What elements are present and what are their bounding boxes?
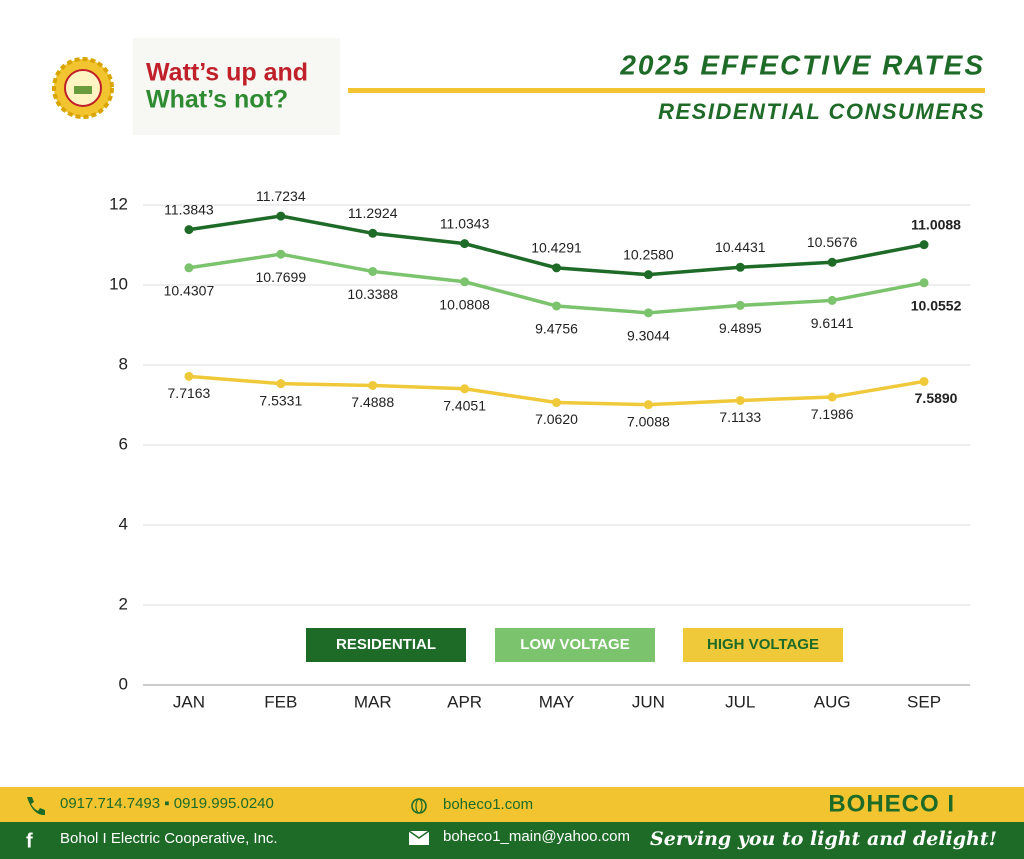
plot: 0 2 4 6 8 10 12 JAN FEB MAR APR MAY JUN JUL AUG SEP 11.3…: [109, 188, 970, 711]
value-label: 7.5331: [259, 392, 302, 408]
data-point: [919, 240, 929, 250]
data-point: [276, 379, 286, 389]
data-point: [276, 211, 286, 221]
data-point: [368, 380, 378, 390]
value-label: 7.5890: [915, 390, 958, 406]
legend-swatch: [495, 628, 655, 662]
value-label: 11.0088: [911, 216, 961, 232]
tagline: Serving you to light and delight!: [650, 828, 997, 850]
x-tick-label: JAN: [173, 692, 205, 711]
data-point: [460, 384, 470, 394]
facebook-icon: f: [26, 830, 33, 852]
data-point: [735, 300, 745, 310]
brand: BOHECO I: [828, 790, 955, 817]
data-point: [276, 249, 286, 259]
data-point: [184, 225, 194, 235]
value-label: 10.0808: [439, 296, 490, 312]
legend-label: LOW VOLTAGE: [520, 636, 629, 653]
value-label: 11.7234: [256, 188, 306, 204]
phone-icon: [27, 797, 45, 816]
x-tick-label: JUN: [632, 692, 665, 711]
y-tick-label: 0: [119, 674, 128, 693]
company: Bohol I Electric Cooperative, Inc.: [60, 830, 278, 847]
data-point: [460, 277, 470, 287]
value-label: 9.4756: [535, 321, 578, 337]
value-label: 10.4307: [164, 282, 215, 298]
logo-line2: What’s not?: [146, 86, 288, 114]
value-label: 10.0552: [911, 297, 962, 313]
data-point: [184, 263, 194, 273]
email: boheco1_main@yahoo.com: [443, 828, 630, 845]
x-tick-label: APR: [447, 692, 482, 711]
title: 2025 EFFECTIVE RATES: [619, 49, 985, 80]
data-point: [827, 257, 837, 267]
data-point: [827, 295, 837, 305]
y-tick-label: 2: [119, 594, 128, 613]
x-tick-label: MAY: [539, 692, 575, 711]
value-label: 10.3388: [347, 286, 398, 302]
value-label: 7.0088: [627, 413, 670, 429]
mail-icon-flap: [408, 830, 430, 839]
phones: 0917.714.7493 ▪ 0919.995.0240: [60, 795, 274, 812]
data-point: [552, 301, 561, 311]
value-label: 11.2924: [348, 205, 398, 221]
value-label: 10.5676: [807, 234, 858, 250]
value-label: 9.3044: [627, 328, 670, 344]
value-label: 10.2580: [623, 246, 674, 262]
x-tick-label: FEB: [264, 692, 297, 711]
web-icon-meridian: [415, 798, 423, 814]
value-label: 11.3843: [164, 201, 214, 217]
data-point: [919, 278, 929, 288]
logo-line1: Watt’s up and: [146, 59, 308, 87]
footer-top: [0, 787, 1024, 823]
coop-logo: [52, 57, 114, 119]
data-point: [735, 395, 745, 405]
data-point: [552, 263, 561, 273]
data-point: [643, 400, 653, 410]
data-point: [827, 392, 837, 402]
logo-scene: [74, 86, 92, 94]
y-tick-label: 8: [119, 354, 128, 373]
value-label: 7.1986: [811, 406, 854, 422]
x-tick-label: JUL: [725, 692, 755, 711]
data-point: [643, 308, 653, 318]
data-point: [919, 376, 929, 386]
data-point: [368, 266, 378, 276]
x-tick-label: MAR: [354, 692, 392, 711]
x-tick-label: SEP: [907, 692, 941, 711]
value-label: 10.4431: [715, 239, 766, 255]
data-point: [643, 270, 653, 280]
value-label: 7.7163: [168, 385, 211, 401]
value-label: 11.0343: [440, 215, 490, 231]
website: boheco1.com: [443, 796, 533, 813]
value-label: 7.1133: [719, 409, 761, 425]
y-tick-label: 12: [109, 194, 128, 213]
subtitle: RESIDENTIAL CONSUMERS: [658, 99, 985, 124]
data-point: [552, 398, 561, 408]
value-label: 9.6141: [811, 315, 854, 331]
x-tick-label: AUG: [814, 692, 851, 711]
y-tick-label: 10: [109, 274, 128, 293]
legend-swatch: [683, 628, 843, 662]
value-label: 9.4895: [719, 320, 762, 336]
data-point: [184, 371, 194, 381]
y-tick-label: 6: [119, 434, 128, 453]
value-label: 7.4051: [443, 397, 486, 413]
value-label: 10.4291: [531, 240, 582, 256]
data-point: [460, 239, 470, 249]
y-tick-label: 4: [119, 514, 128, 533]
value-label: 7.4888: [351, 394, 394, 410]
value-label: 10.7699: [256, 269, 307, 285]
footer-bottom: [0, 822, 1024, 859]
legend-swatch: [306, 628, 466, 662]
data-point: [735, 262, 745, 272]
data-point: [368, 228, 378, 238]
legend-label: RESIDENTIAL: [336, 636, 436, 653]
legend-label: HIGH VOLTAGE: [707, 636, 819, 653]
logo-box: [133, 38, 340, 135]
title-rule: [348, 88, 985, 93]
value-label: 7.0620: [535, 411, 578, 427]
